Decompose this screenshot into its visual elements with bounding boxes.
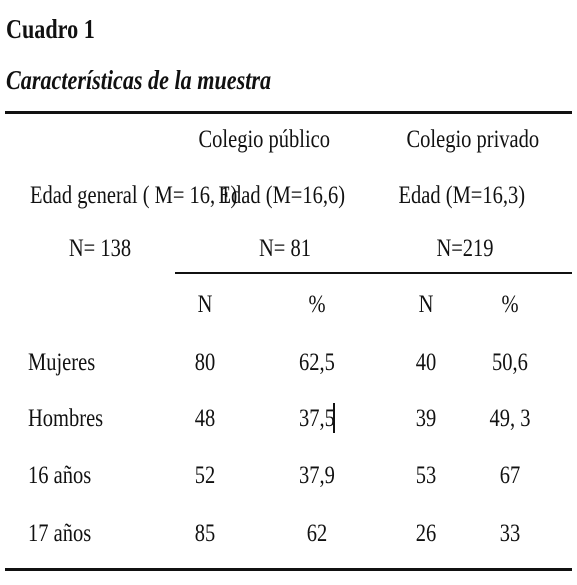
group-header-public: Colegio público (198, 126, 331, 153)
table-cell: 33 (499, 520, 521, 547)
column-header: N (197, 291, 213, 318)
group-header-private: Colegio privado (406, 126, 540, 153)
table-cell: 67 (499, 462, 521, 489)
table-cell: 49, 3 (489, 405, 531, 432)
table-cell: 62 (306, 520, 328, 547)
table-cell: 48 (194, 405, 216, 432)
public-age: Edad (M=16,6) (218, 182, 346, 209)
table-cell: 62,5 (299, 349, 335, 376)
table-cell: 39 (415, 405, 437, 432)
top-rule (5, 111, 572, 114)
table-cell: 40 (415, 349, 437, 376)
general-n: N= 138 (68, 235, 132, 262)
table-cell: 50,6 (492, 349, 528, 376)
table-cell: 37,5 (299, 405, 335, 432)
row-label: Hombres (28, 405, 104, 432)
private-n: N=219 (436, 235, 494, 262)
table-cell: 37,9 (299, 462, 335, 489)
text-cursor (333, 403, 335, 433)
group-divider (175, 272, 572, 274)
row-label: 17 años (28, 520, 92, 547)
column-header: N (418, 291, 434, 318)
column-header: % (501, 291, 519, 318)
general-age: Edad general ( M= 16, 1) (30, 182, 238, 209)
table-cell: 26 (415, 520, 437, 547)
bottom-rule (5, 568, 572, 571)
column-header: % (308, 291, 326, 318)
table-title: Cuadro 1 (6, 14, 95, 44)
table-cell: 53 (415, 462, 437, 489)
public-n: N= 81 (259, 235, 311, 262)
table-cell: 52 (194, 462, 216, 489)
row-label: Mujeres (28, 349, 96, 376)
private-age: Edad (M=16,3) (398, 182, 526, 209)
table-cell: 80 (194, 349, 216, 376)
table-cell: 85 (194, 520, 216, 547)
row-label: 16 años (28, 462, 92, 489)
table-subtitle: Características de la muestra (6, 65, 272, 95)
